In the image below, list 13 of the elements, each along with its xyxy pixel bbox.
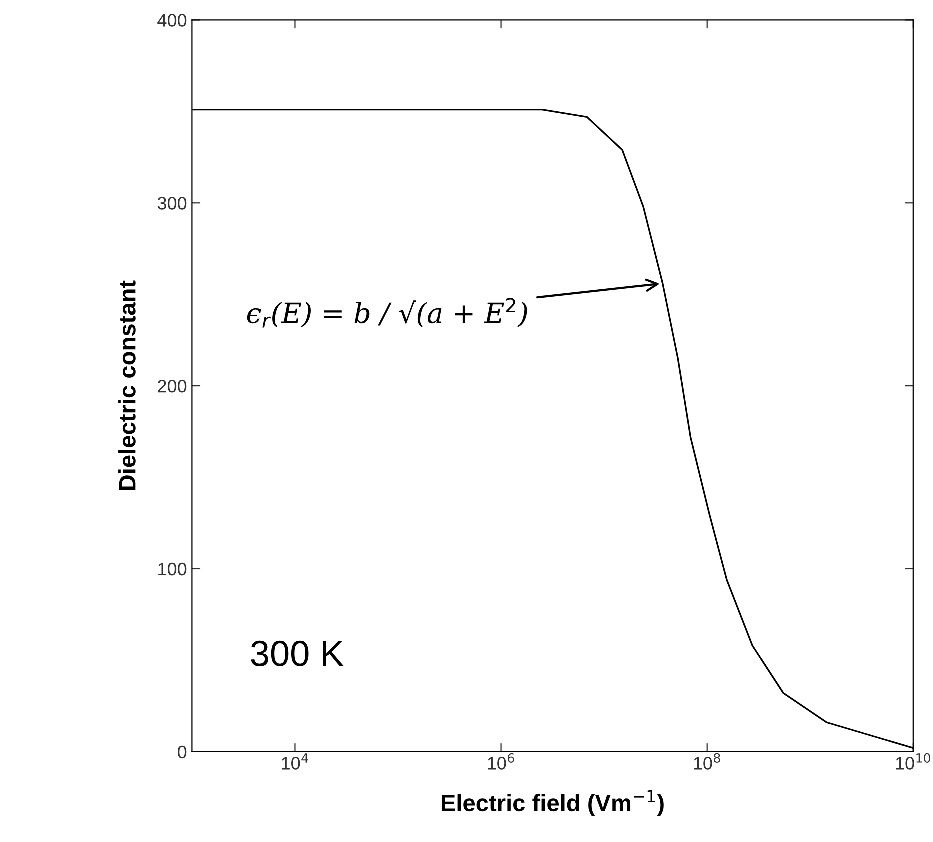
x-tick-label: 10$^{10}$ [896, 753, 930, 770]
y-tick-label: 200 [158, 380, 187, 393]
x-tick-label: 10$^{6}$ [488, 753, 514, 770]
y-tick-label: 300 [158, 197, 187, 210]
annotation: 300 K [251, 640, 344, 666]
y-axis-title: Dielectric constant [118, 280, 136, 490]
x-tick-label: 10$^{4}$ [282, 754, 308, 770]
x-tick-label: 10$^{8}$ [694, 753, 720, 770]
y-tick-label: 100 [158, 562, 187, 576]
annotation: ϵ$_{r}$(E) = b / √(a + E$^{2}$) [247, 298, 528, 328]
x-axis-title: Electric field (Vm$^{−1}$) [442, 790, 664, 816]
y-tick-label: 400 [158, 14, 187, 27]
y-tick-label: 0 [178, 746, 187, 759]
